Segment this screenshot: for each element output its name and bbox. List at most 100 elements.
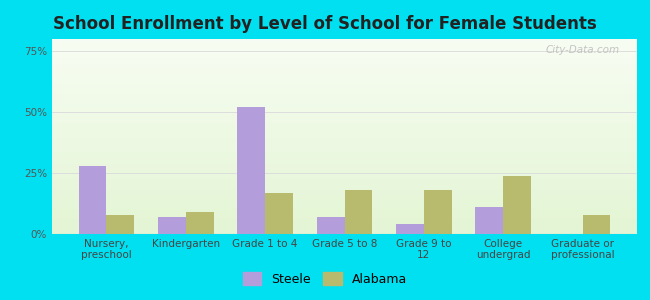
Bar (52, 80, 637, 82)
Bar (52, 195, 637, 197)
Bar (52, 119, 637, 121)
Bar (52, 166, 637, 168)
Bar (52, 179, 637, 181)
Bar (52, 140, 637, 142)
Bar (52, 123, 637, 125)
Bar (52, 98, 637, 100)
Bar (52, 78, 637, 80)
Bar (52, 138, 637, 140)
Text: City-Data.com: City-Data.com (545, 45, 619, 55)
Bar (582, 214, 610, 234)
Bar (52, 105, 637, 107)
Bar (52, 70, 637, 72)
Bar (79, 166, 107, 234)
Bar (344, 190, 372, 234)
Bar (52, 130, 637, 133)
Bar (52, 203, 637, 205)
Bar (52, 212, 637, 214)
Bar (52, 82, 637, 84)
Bar (396, 224, 424, 234)
Bar (52, 134, 637, 136)
Bar (52, 158, 637, 160)
Bar (52, 41, 637, 43)
Bar (52, 76, 637, 78)
Bar (52, 193, 637, 195)
Bar (52, 154, 637, 156)
Bar (52, 148, 637, 150)
Bar (52, 49, 637, 51)
Bar (52, 230, 637, 232)
Bar (52, 121, 637, 123)
Bar (317, 217, 345, 234)
Bar (52, 136, 637, 138)
Bar (52, 183, 637, 185)
Bar (52, 220, 637, 222)
Bar (503, 176, 531, 234)
Bar (52, 156, 637, 158)
Bar (52, 217, 637, 218)
Bar (52, 218, 637, 220)
Bar (52, 181, 637, 183)
Bar (52, 51, 637, 52)
Bar (52, 72, 637, 74)
Bar (52, 146, 637, 148)
Bar (52, 172, 637, 173)
Bar (52, 125, 637, 127)
Bar (52, 111, 637, 113)
Bar (52, 109, 637, 111)
Bar (52, 115, 637, 117)
Bar (52, 90, 637, 92)
Bar (52, 47, 637, 49)
Bar (52, 189, 637, 191)
Bar (52, 88, 637, 90)
Bar (52, 164, 637, 166)
Bar (52, 160, 637, 162)
Bar (52, 58, 637, 60)
Bar (52, 168, 637, 169)
Bar (424, 190, 452, 234)
Bar (52, 207, 637, 209)
Bar (52, 60, 637, 62)
Bar (265, 193, 293, 234)
Bar (52, 117, 637, 119)
Bar (52, 222, 637, 224)
Bar (52, 92, 637, 94)
Bar (158, 217, 186, 234)
Bar (52, 226, 637, 228)
Legend: Steele, Alabama: Steele, Alabama (237, 267, 413, 291)
Bar (52, 56, 637, 58)
Bar (52, 74, 637, 76)
Bar (52, 84, 637, 86)
Bar (52, 199, 637, 201)
Bar (52, 52, 637, 55)
Bar (52, 177, 637, 179)
Bar (52, 127, 637, 129)
Bar (52, 142, 637, 144)
Bar (52, 101, 637, 103)
Bar (52, 173, 637, 175)
Bar (52, 211, 637, 212)
Bar (475, 207, 503, 234)
Bar (52, 107, 637, 109)
Bar (52, 214, 637, 217)
Bar (52, 113, 637, 115)
Bar (52, 191, 637, 193)
Bar (52, 68, 637, 70)
Bar (52, 103, 637, 105)
Bar (52, 45, 637, 47)
Bar (52, 205, 637, 207)
Bar (52, 62, 637, 64)
Bar (52, 43, 637, 45)
Bar (52, 170, 637, 172)
Bar (52, 232, 637, 234)
Bar (52, 39, 637, 41)
Bar (52, 86, 637, 88)
Bar (52, 162, 637, 164)
Bar (237, 107, 265, 234)
Bar (52, 224, 637, 226)
Bar (52, 66, 637, 68)
Bar (52, 95, 637, 98)
Bar (52, 99, 637, 101)
Bar (52, 133, 637, 134)
Bar (52, 64, 637, 66)
